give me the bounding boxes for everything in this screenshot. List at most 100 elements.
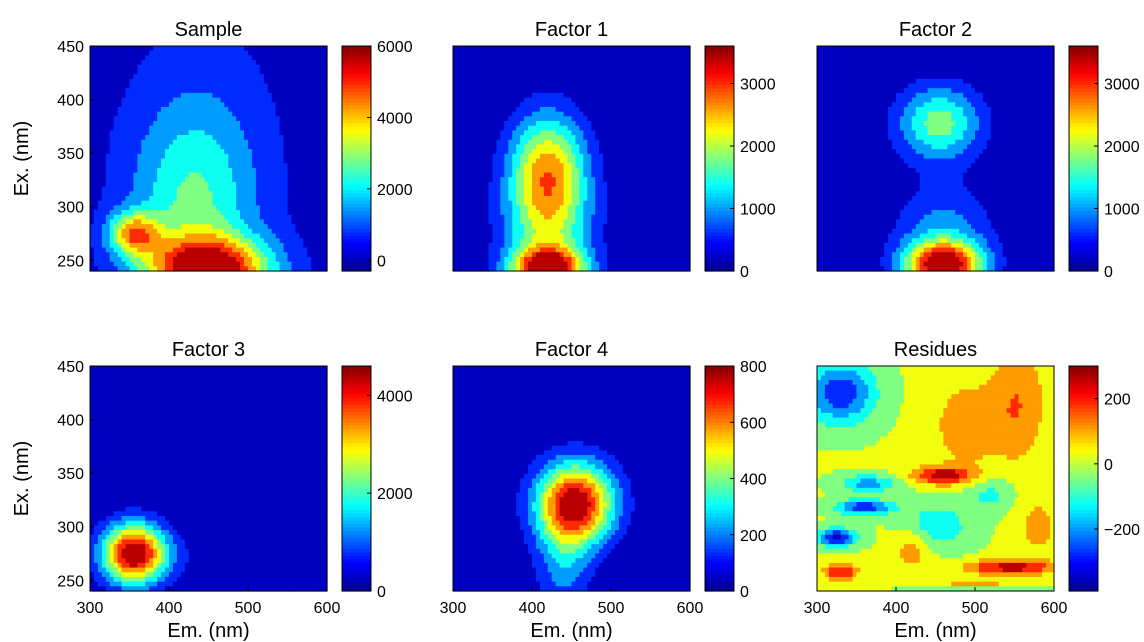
contour-cell [97,186,103,192]
contour-cell [283,125,289,131]
contour-cell [319,46,324,52]
contour-cell [275,144,281,150]
contour-cell [488,172,494,178]
contour-cell [453,228,458,235]
contour-cell [583,69,588,75]
contour-cell [184,46,190,52]
contour-cell [571,219,577,225]
contour-cell [117,97,123,103]
contour-cell [547,252,553,258]
contour-cell [563,111,569,117]
contour-cell [117,106,123,113]
contour-cell [200,135,206,141]
contour-cell [117,153,123,160]
contour-cell [232,135,237,141]
contour-cell [105,116,111,122]
contour-cell [508,125,513,131]
contour-cell [240,163,245,169]
contour-cell [500,163,505,169]
contour-cell [125,88,131,94]
contour-cell [149,46,154,52]
contour-cell [137,78,142,85]
contour-cell [117,149,123,155]
contour-cell [587,252,592,258]
contour-cell [303,64,308,71]
contour-cell [595,210,600,216]
contour-cell [141,130,146,136]
contour-cell [524,135,529,141]
contour-cell [496,228,501,235]
contour-cell [220,200,225,206]
contour-cell [583,177,588,183]
contour-cell [575,163,580,169]
contour-cell [157,83,162,89]
contour-cell [157,186,162,192]
contour-cell [192,266,198,272]
contour-cell [555,196,561,202]
contour-cell [232,139,237,146]
contour-cell [287,139,293,146]
contour-cell [248,228,253,235]
contour-cell [611,64,616,71]
contour-cell [145,102,150,108]
contour-cell [192,125,198,131]
contour-cell [543,69,549,75]
contour-cell [275,224,281,230]
contour-cell [607,83,612,89]
contour-cell [532,163,537,169]
contour-cell [251,167,257,174]
contour-cell [236,50,241,56]
contour-cell [248,60,253,66]
contour-cell [579,233,584,239]
contour-cell [460,74,466,80]
contour-cell [295,97,300,103]
contour-cell [535,55,541,61]
contour-cell [101,88,107,94]
contour-cell [567,88,573,94]
contour-cell [101,172,107,178]
contour-cell [614,125,620,131]
contour-cell [208,200,214,206]
contour-cell [571,55,577,61]
contour-cell [603,97,608,103]
contour-cell [113,205,119,211]
contour-cell [472,46,478,52]
colorbar-segment [342,193,371,198]
contour-cell [488,238,494,244]
contour-cell [500,116,505,122]
contour-cell [153,97,158,103]
contour-cell [172,50,178,56]
contour-cell [504,242,509,249]
contour-cell [468,196,474,202]
contour-cell [196,233,202,239]
contour-cell [543,125,549,131]
contour-cell [125,46,131,52]
contour-cell [453,83,458,89]
contour-cell [453,163,458,169]
contour-cell [216,97,221,103]
contour-cell [169,191,174,197]
contour-cell [192,252,198,258]
contour-cell [319,144,324,150]
contour-cell [101,210,107,216]
contour-cell [228,144,233,150]
colorbar-segment [342,49,371,54]
contour-cell [236,83,241,89]
contour-cell [200,238,206,244]
contour-cell [464,144,470,150]
contour-cell [157,210,162,216]
contour-cell [484,50,490,56]
contour-cell [571,88,577,94]
contour-cell [263,158,269,164]
contour-cell [295,111,300,117]
contour-cell [567,256,573,263]
contour-cell [121,144,127,150]
contour-cell [611,46,616,52]
contour-cell [133,256,138,263]
contour-cell [563,158,569,164]
contour-cell [196,88,202,94]
contour-cell [244,106,249,113]
contour-cell [228,158,233,164]
contour-cell [149,252,154,258]
contour-cell [141,121,146,127]
